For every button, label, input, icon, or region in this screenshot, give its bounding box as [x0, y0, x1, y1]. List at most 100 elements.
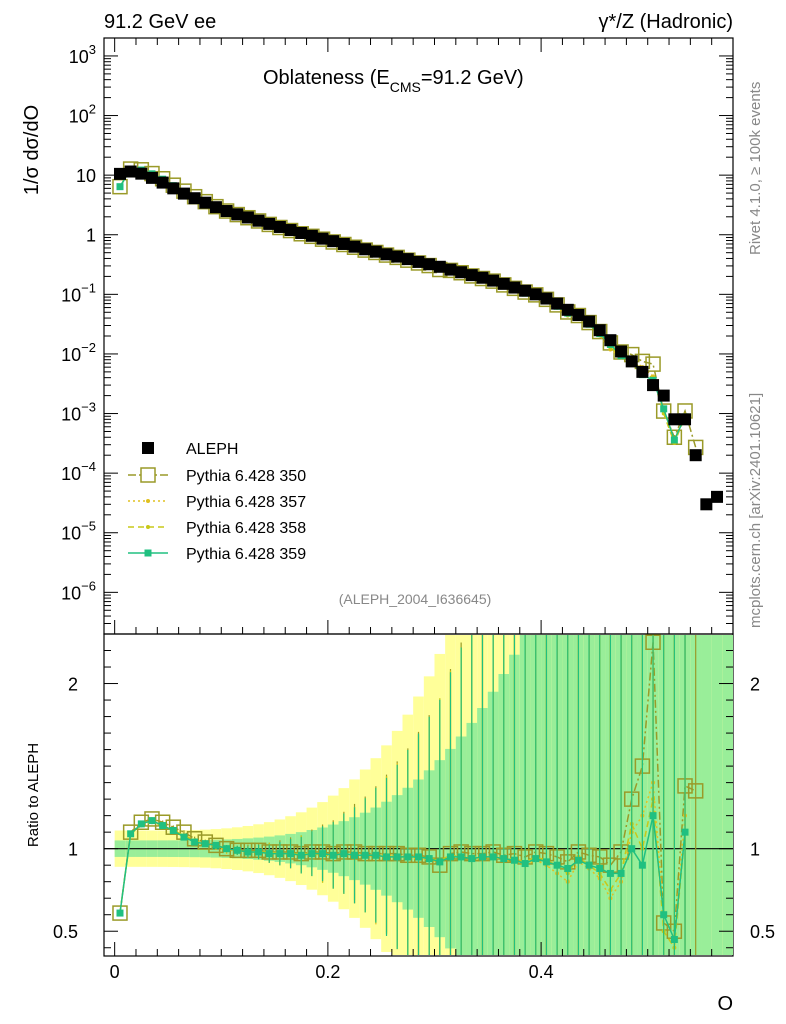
aleph-data-point [188, 192, 201, 205]
aleph-data-point [124, 165, 137, 178]
aleph-data-point [231, 208, 244, 221]
ratio-marker [208, 837, 224, 854]
ratio-marker [308, 850, 316, 858]
y-tick-label: 10−6 [61, 578, 96, 603]
ratio-marker [500, 855, 508, 863]
aleph-data-point [487, 274, 500, 287]
ratio-y-axis-label: Ratio to ALEPH [25, 743, 42, 847]
ratio-marker [510, 856, 518, 864]
aleph-data-point [689, 449, 702, 462]
ratio-band-inner [722, 635, 733, 955]
main-marker [116, 183, 124, 191]
aleph-data-point [167, 182, 180, 195]
aleph-data-point [615, 345, 628, 358]
ratio-marker [137, 820, 145, 828]
aleph-data-point [700, 498, 713, 511]
aleph-data-point [636, 365, 649, 378]
ratio-marker [521, 860, 529, 868]
ratio-marker [229, 842, 246, 859]
ratio-marker [532, 855, 540, 863]
ratio-marker [265, 850, 273, 858]
plot-title: Oblateness (ECMS=91.2 GeV) [263, 67, 524, 95]
aleph-data-point [540, 292, 553, 305]
y-tick-label: 1 [86, 226, 96, 246]
ratio-marker [297, 851, 305, 859]
ratio-marker [574, 856, 582, 864]
ratio-marker [468, 855, 476, 863]
legend: ALEPH Pythia 6.428 350 Pythia 6.428 357 Pyt… [128, 441, 306, 563]
ratio-band-inner [711, 635, 723, 955]
ratio-y-tick-label: 2 [68, 675, 78, 695]
ratio-marker [340, 850, 348, 858]
aleph-data-point [593, 324, 606, 337]
ratio-y-tick-label-right: 2 [750, 675, 760, 695]
ratio-marker [489, 853, 497, 861]
aleph-data-point [220, 205, 233, 218]
ratio-y-tick-label: 0.5 [53, 922, 78, 942]
aleph-data-point [135, 167, 148, 180]
ratio-marker [148, 817, 156, 825]
aleph-data-point [444, 263, 457, 276]
aleph-data-point [380, 248, 393, 261]
axis-ticks: 0 0.2 0.410310210110−110−210−310−410−510−6… [53, 37, 775, 982]
x-tick-label: 0.2 [315, 962, 340, 982]
x-axis-label: O [717, 993, 733, 1015]
aleph-data-point [199, 196, 212, 209]
aleph-data-point [465, 269, 478, 282]
ratio-marker [436, 858, 444, 866]
aleph-data-point [657, 389, 670, 402]
ratio-marker [169, 827, 177, 835]
aleph-data-point [156, 176, 169, 189]
aleph-data-point [263, 217, 276, 230]
aleph-data-point [273, 220, 286, 233]
aleph-data-point [359, 243, 372, 256]
plot-title-main: Oblateness (E [263, 67, 390, 89]
ratio-marker [596, 864, 604, 872]
ratio-marker [159, 822, 167, 830]
aleph-data-point [284, 224, 297, 237]
ratio-marker [649, 812, 657, 820]
legend-marker [144, 549, 152, 557]
legend-marker-aleph [142, 442, 154, 454]
main-plot-frame [103, 37, 734, 635]
ratio-marker [127, 830, 135, 838]
aleph-data-point [113, 167, 126, 180]
legend-label: Pythia 6.428 358 [186, 520, 306, 537]
main-series-line [119, 168, 697, 448]
plot-title-subscript: CMS [390, 79, 421, 95]
mcplots-credit-label: mcplots.cern.ch [arXiv:2401.10621] [747, 393, 764, 628]
ratio-marker [223, 845, 231, 853]
aleph-data-point [369, 245, 382, 258]
aleph-data-point [348, 240, 361, 253]
ratio-marker [144, 811, 160, 827]
legend-label: Pythia 6.428 350 [186, 468, 306, 485]
ratio-marker [351, 851, 359, 859]
legend-marker [146, 525, 150, 529]
ratio-marker [542, 858, 550, 866]
ratio-marker [638, 861, 646, 869]
main-series-line [119, 168, 686, 446]
aleph-data-point [401, 253, 414, 266]
main-marker [670, 436, 678, 444]
aleph-data-point [551, 297, 564, 310]
aleph-data-point [519, 284, 532, 297]
aleph-data-point [561, 303, 574, 316]
ratio-marker [425, 855, 433, 863]
ratio-marker [478, 853, 486, 861]
legend-marker [140, 467, 156, 483]
aleph-data-point [295, 226, 308, 239]
plot-title-tail: =91.2 GeV) [421, 67, 524, 89]
main-series-line [119, 168, 686, 443]
ratio-y-tick-label-right: 0.5 [750, 922, 775, 942]
legend-label: Pythia 6.428 357 [186, 494, 306, 511]
legend-label: ALEPH [186, 441, 238, 458]
y-tick-label: 103 [69, 42, 96, 67]
y-axis-label: 1/σ dσ/dO [21, 105, 43, 195]
aleph-data-point [625, 355, 638, 368]
ratio-marker [191, 838, 199, 846]
aleph-data-point [305, 229, 318, 242]
ratio-marker [404, 853, 412, 861]
legend-label: Pythia 6.428 359 [186, 546, 306, 563]
ratio-marker [617, 869, 625, 877]
